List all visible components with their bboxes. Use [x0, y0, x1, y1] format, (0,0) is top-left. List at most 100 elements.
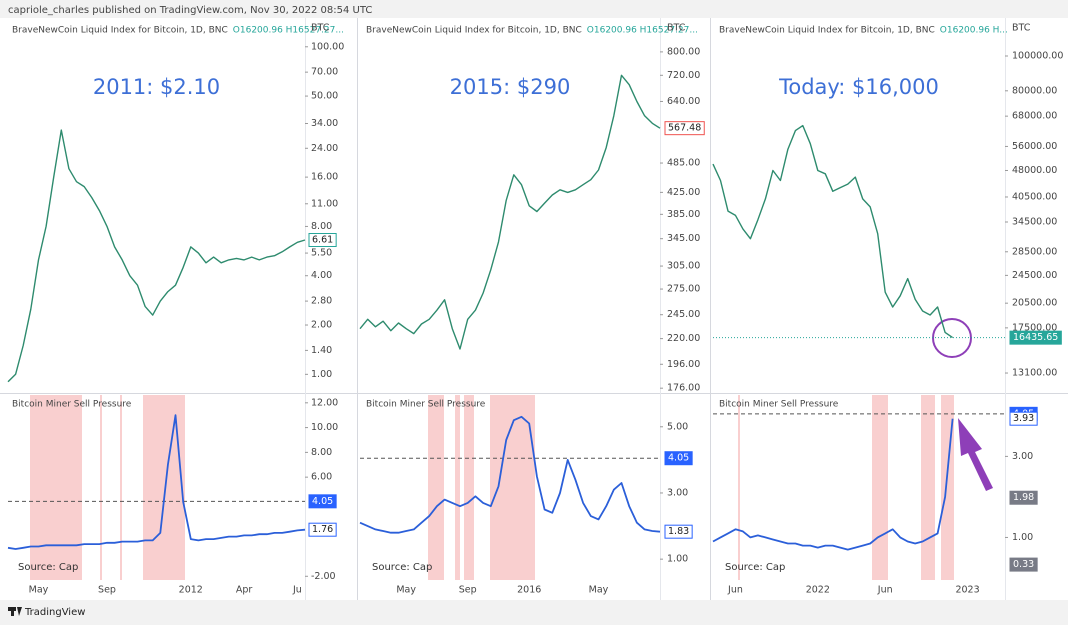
shade [30, 395, 82, 580]
y-tick-label: 1.40 [311, 345, 332, 356]
y-tick-label: 100.00 [311, 41, 344, 52]
y-tick-label: 3.00 [667, 487, 688, 498]
x-tick-label: Jun [877, 585, 893, 596]
y-tick-label: 24.00 [311, 143, 338, 154]
y-tick-label: 24500.00 [1012, 270, 1057, 281]
y-tick-label: 176.00 [667, 383, 700, 394]
ohlc-text: O16200.96 H16527.27... [587, 26, 698, 36]
highlight-arrow [958, 418, 993, 491]
envelope-label-box [1009, 490, 1038, 505]
last-price-label-text: 567.48 [668, 123, 701, 134]
y-tick-label: 6.00 [311, 472, 332, 483]
y-tick-label: 8.00 [311, 447, 332, 458]
y-tick-label: 80000.00 [1012, 85, 1057, 96]
threshold-label-box [308, 494, 337, 509]
y-tick-label: 196.00 [667, 359, 700, 370]
x-tick-label: 2022 [806, 585, 830, 596]
price-line [7, 129, 306, 383]
y-tick-label: 1.00 [311, 369, 332, 380]
last-price-label-text: 16435.65 [1013, 332, 1058, 343]
indicator-line [359, 415, 661, 534]
y-tick-label: 17500.00 [1012, 322, 1057, 333]
axis-unit: BTC [667, 23, 686, 34]
last-price-label: 16435.65 [1009, 330, 1062, 345]
y-tick-label: 3.00 [1012, 451, 1033, 462]
axis-unit: BTC [311, 23, 330, 34]
y-tick-label: 5.50 [311, 248, 332, 259]
y-tick-label: 11.00 [311, 198, 338, 209]
indicator-line [712, 418, 954, 551]
x-tick-label: Sep [459, 585, 477, 596]
threshold-label: 4.05 [664, 451, 693, 466]
last-indicator-label-text: 1.83 [668, 526, 689, 537]
shade [738, 395, 740, 580]
chart-title: BraveNewCoin Liquid Index for Bitcoin, 1… [366, 26, 582, 36]
axis-unit: BTC [1012, 23, 1031, 34]
y-tick-label: 10.00 [311, 422, 338, 433]
last-indicator-label-text: 3.93 [1013, 413, 1034, 424]
last-indicator-label: 1.83 [664, 524, 693, 539]
indicator-line [7, 414, 306, 550]
last-price-label-text: 6.61 [312, 234, 333, 245]
x-tick-label: Apr [236, 585, 253, 596]
last-price-label-box [1009, 330, 1062, 345]
y-tick-label: 48000.00 [1012, 165, 1057, 176]
y-tick-label: 4.00 [311, 270, 332, 281]
y-tick-label: 34.00 [311, 118, 338, 129]
indicator-title: Bitcoin Miner Sell Pressure [12, 400, 132, 410]
x-tick-label: 2012 [179, 585, 203, 596]
annotation: 2011: $2.10 [93, 75, 220, 99]
x-tick-label: Jun [727, 585, 743, 596]
y-tick-label: 485.00 [667, 158, 700, 169]
chart-title: BraveNewCoin Liquid Index for Bitcoin, 1… [12, 26, 228, 36]
footer-text: TradingView [24, 607, 85, 618]
envelope-label-text: 0.33 [1013, 559, 1034, 570]
y-tick-label: 13100.00 [1012, 368, 1057, 379]
y-tick-label: 305.00 [667, 261, 700, 272]
envelope-label-box [1009, 557, 1038, 572]
y-tick-label: 16.00 [311, 172, 338, 183]
y-tick-label: 385.00 [667, 209, 700, 220]
threshold-label-text: 4.05 [668, 453, 689, 464]
shade [428, 395, 444, 580]
indicator-source: Source: Cap [725, 562, 785, 573]
last-indicator-label-box [664, 524, 693, 539]
y-tick-label: 2.00 [311, 320, 332, 331]
y-tick-label: 12.00 [311, 397, 338, 408]
shade [455, 395, 460, 580]
y-tick-label: 28500.00 [1012, 246, 1057, 257]
y-tick-label: 275.00 [667, 284, 700, 295]
ohlc-text: O16200.96 H... [940, 26, 1008, 36]
last-indicator-label-box [308, 522, 337, 537]
shade [120, 395, 122, 580]
price-line [359, 74, 661, 350]
pressure-shading [30, 395, 954, 580]
last-indicator-label-box [1009, 411, 1038, 426]
last-indicator-label: 3.93 [1009, 411, 1038, 426]
shade [921, 395, 935, 580]
envelope-label-text: 1.98 [1013, 492, 1034, 503]
y-tick-label: 2.80 [311, 296, 332, 307]
threshold-label-box [664, 451, 693, 466]
annotation: Today: $16,000 [778, 75, 939, 99]
y-tick-label: 68000.00 [1012, 111, 1057, 122]
shade [143, 395, 185, 580]
indicator-source: Source: Cap [18, 562, 78, 573]
x-tick-label: May [589, 585, 609, 596]
y-tick-label: 70.00 [311, 67, 338, 78]
last-indicator-label: 1.76 [308, 522, 337, 537]
threshold-label: 4.05 [308, 494, 337, 509]
y-tick-label: 34500.00 [1012, 216, 1057, 227]
x-tick-label: Sep [98, 585, 116, 596]
logo-part [17, 607, 22, 616]
y-tick-label: 345.00 [667, 233, 700, 244]
price-line [712, 124, 953, 339]
y-tick-label: 1.00 [667, 554, 688, 565]
ohlc-text: O16200.96 H16527.27... [233, 26, 344, 36]
x-tick-label: May [29, 585, 49, 596]
x-tick-label: 2023 [955, 585, 979, 596]
y-tick-label: 640.00 [667, 96, 700, 107]
envelope-label: 1.98 [1009, 490, 1038, 505]
y-tick-label: 720.00 [667, 70, 700, 81]
